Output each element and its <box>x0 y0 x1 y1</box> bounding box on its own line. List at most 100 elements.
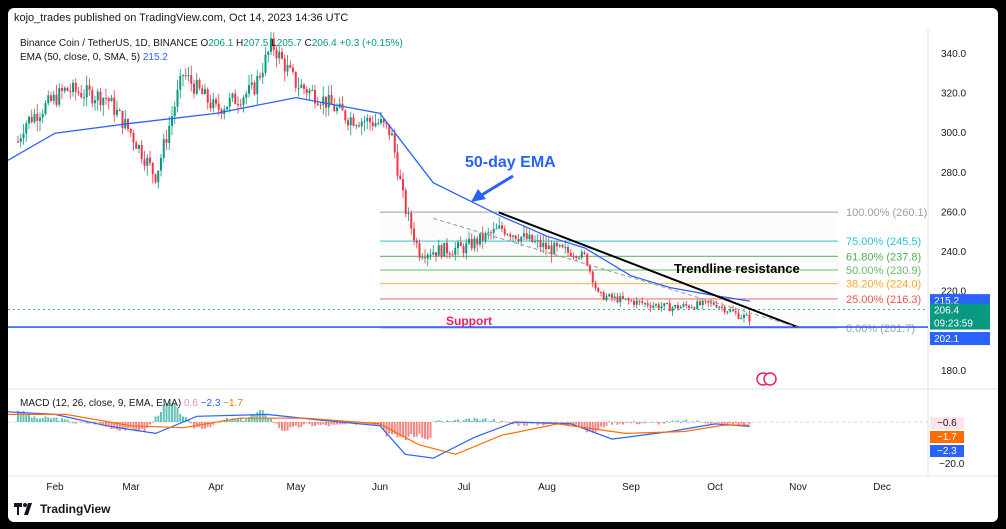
candle-body <box>470 238 473 249</box>
macd-histogram-bar <box>561 422 564 424</box>
candle-body <box>143 159 146 166</box>
candle-body <box>402 179 404 191</box>
macd-histogram-bar <box>726 422 729 427</box>
candle-body <box>385 122 388 125</box>
candle-body <box>723 306 726 313</box>
macd-histogram-bar <box>655 422 657 423</box>
macd-histogram-bar <box>415 422 418 437</box>
tradingview-logo-icon <box>14 503 32 515</box>
candle-body <box>495 228 498 230</box>
candle-body <box>690 307 693 309</box>
candle-body <box>297 87 300 89</box>
candle-body <box>498 225 501 229</box>
candle-body <box>616 296 619 303</box>
candle-body <box>602 292 605 300</box>
candle-body <box>267 51 270 55</box>
candle-body <box>569 252 572 257</box>
fib-level-label: 61.80% (237.8) <box>846 251 921 263</box>
macd-histogram-bar <box>597 422 600 430</box>
candle-body <box>712 302 715 305</box>
candle-body <box>341 103 344 111</box>
fib-level-label: 38.20% (224.0) <box>846 279 921 291</box>
macd-histogram-bar <box>80 422 83 423</box>
candle-body <box>523 233 525 237</box>
candle-body <box>487 232 490 234</box>
candle-body <box>272 38 275 50</box>
macd-histogram-bar <box>281 422 283 431</box>
candle-body <box>421 257 424 259</box>
macd-histogram-bar <box>638 422 641 425</box>
macd-histogram-bar <box>509 422 512 425</box>
price-chart[interactable]: 340.0 320.0 300.0 280.0 260.0 240.0 220.0 180.0… <box>8 8 998 522</box>
candle-body <box>429 254 432 256</box>
macd-histogram-bar <box>330 422 333 425</box>
candle-body <box>490 232 492 234</box>
candle-body <box>327 94 330 108</box>
support-price-tag: 202.1 <box>934 334 959 345</box>
macd-histogram-bar <box>85 422 88 424</box>
candle-body <box>506 234 509 236</box>
candle-body <box>69 90 72 93</box>
macd-histogram-bar <box>674 421 677 423</box>
price-tick-label: 280.0 <box>941 168 966 179</box>
time-tick-label: Sep <box>622 482 640 493</box>
price-tick-label: 240.0 <box>941 247 966 258</box>
candle-body <box>440 245 443 257</box>
close-price-tag: 206.4 <box>934 306 959 317</box>
macd-histogram-bar <box>468 418 470 422</box>
candle-body <box>195 79 198 94</box>
macd-histogram-bar <box>44 416 47 422</box>
macd-signal-line <box>8 413 750 455</box>
candle-body <box>652 305 655 308</box>
candle-body <box>586 253 589 266</box>
candle-body <box>80 92 83 98</box>
low-label: L <box>271 38 277 49</box>
fib-zone <box>380 212 838 328</box>
tradingview-footer[interactable]: TradingView <box>14 502 110 516</box>
macd-histogram-bar <box>652 421 655 423</box>
candle-body <box>50 95 52 101</box>
candle-body <box>253 82 256 95</box>
time-tick-label: Mar <box>122 482 140 493</box>
candle-body <box>190 75 193 84</box>
macd-histogram-bar <box>33 416 36 422</box>
candle-body <box>492 228 495 233</box>
macd-histogram-bar <box>495 422 498 423</box>
candle-body <box>701 300 704 305</box>
close-price-tag-bg <box>930 303 990 317</box>
macd-histogram-bar <box>701 422 704 423</box>
macd-histogram-bar <box>498 422 501 423</box>
macd-histogram-bar <box>732 422 734 425</box>
macd-histogram-bar <box>503 421 506 423</box>
candle-body <box>28 116 30 124</box>
candle-body <box>454 247 457 255</box>
candle-body <box>718 306 721 308</box>
candle-body <box>239 104 242 106</box>
candle-body <box>215 99 217 104</box>
candle-body <box>550 245 553 255</box>
macd-histogram-bar <box>162 404 165 422</box>
candle-body <box>344 110 347 121</box>
macd-histogram-bar <box>465 418 468 422</box>
macd-histogram-bar <box>550 422 553 423</box>
countdown-tag-bg <box>930 316 990 330</box>
macd-axis-tick: −20.0 <box>939 459 965 470</box>
candle-body <box>311 90 314 92</box>
macd-histogram-bar <box>402 422 404 438</box>
candle-body <box>281 51 283 59</box>
price-tick-label: 180.0 <box>941 366 966 377</box>
candle-body <box>228 97 231 107</box>
candle-body <box>509 234 512 237</box>
candle-body <box>333 104 336 112</box>
macd-histogram-bar <box>316 422 319 425</box>
candle-body <box>149 157 151 163</box>
macd-histogram-bar <box>270 418 272 422</box>
macd-hist-tag-bg <box>930 417 964 429</box>
macd-histogram-bar <box>622 422 624 425</box>
candle-body <box>349 117 352 126</box>
macd-histogram-bar <box>635 422 638 425</box>
macd-histogram-bar <box>514 422 517 424</box>
ema-50-line <box>8 96 750 302</box>
symbol-legend: Binance Coin / TetherUS, 1D, BINANCE O20… <box>20 38 403 49</box>
candle-body <box>105 97 107 99</box>
